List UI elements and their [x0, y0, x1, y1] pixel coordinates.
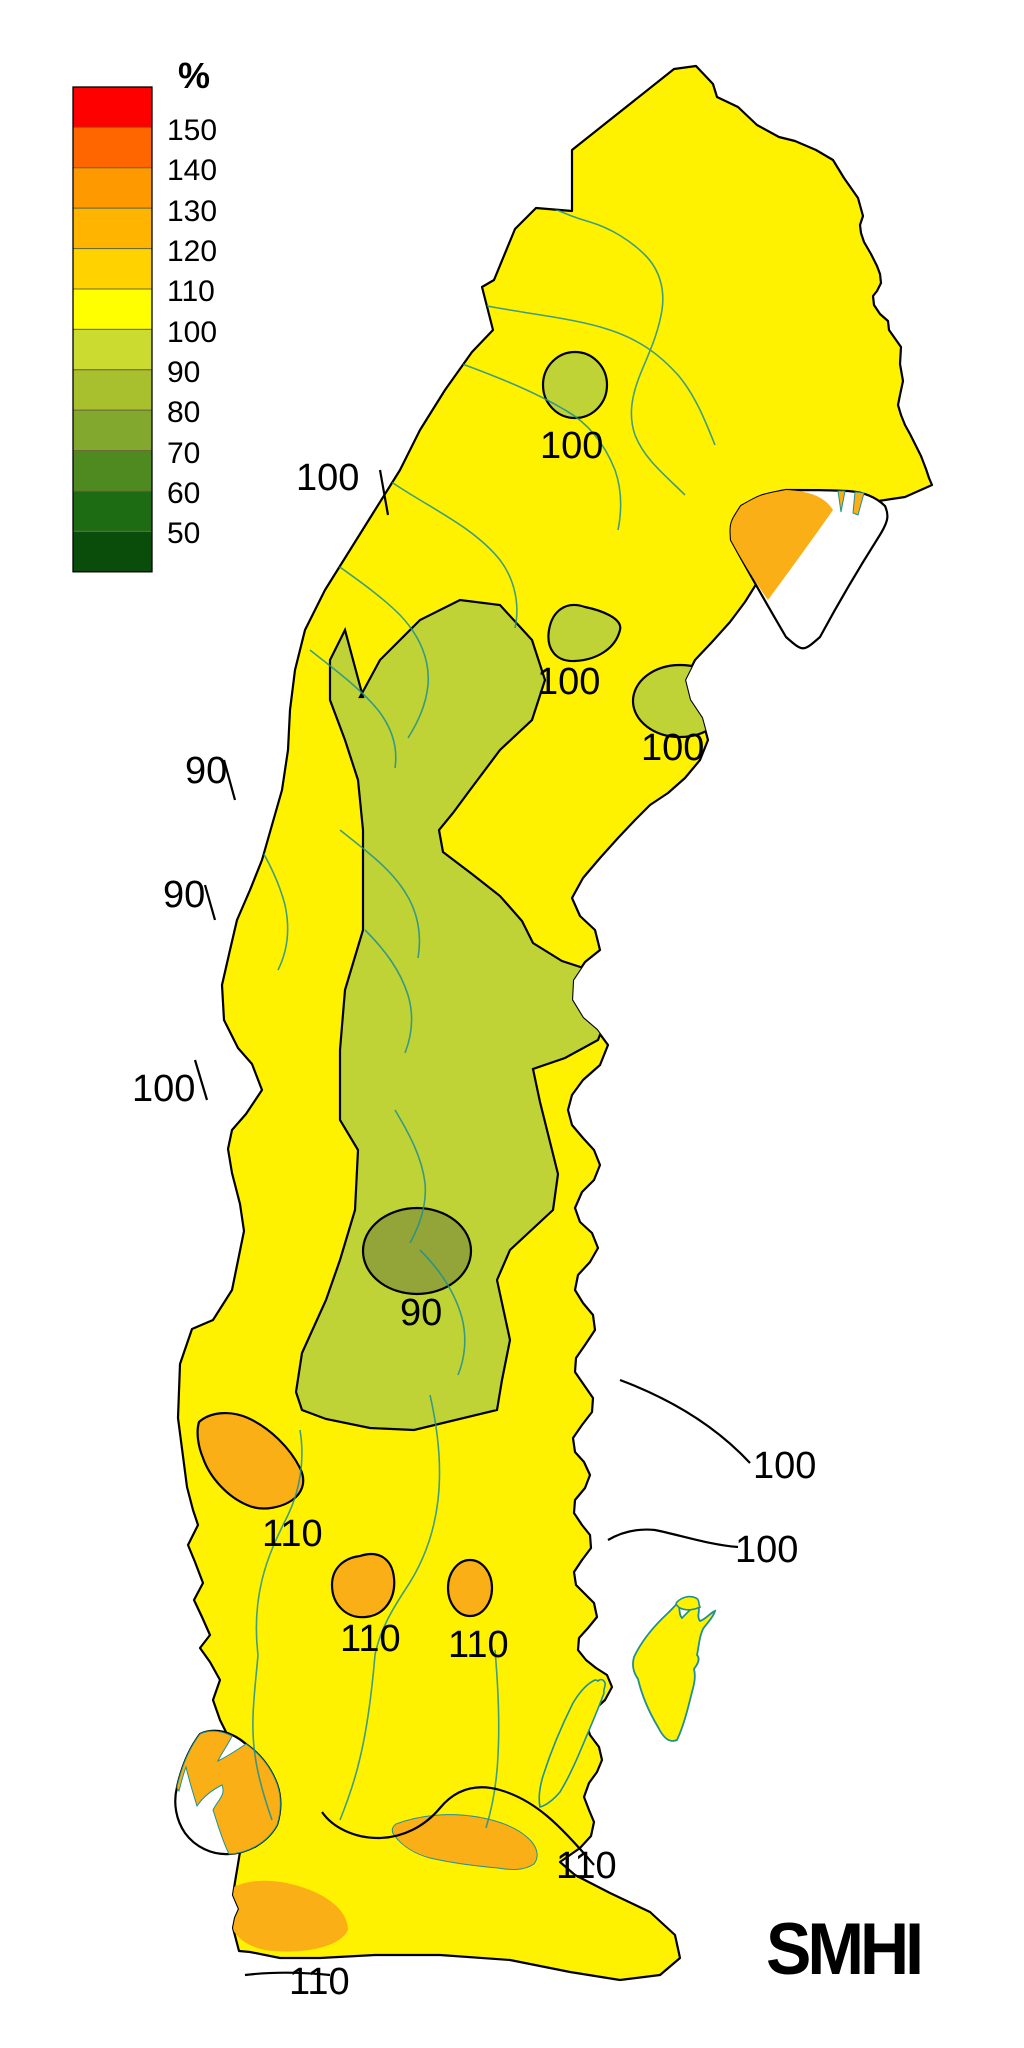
svg-text:100: 100: [167, 316, 217, 349]
svg-text:90: 90: [167, 356, 200, 389]
svg-text:50: 50: [167, 517, 200, 550]
svg-text:130: 130: [167, 195, 217, 228]
svg-text:90: 90: [163, 874, 205, 916]
svg-text:120: 120: [167, 235, 217, 268]
svg-text:100: 100: [296, 457, 359, 499]
svg-text:100: 100: [753, 1445, 816, 1487]
svg-text:140: 140: [167, 154, 217, 187]
svg-text:%: %: [178, 55, 210, 96]
svg-text:60: 60: [167, 477, 200, 510]
svg-text:90: 90: [185, 750, 227, 792]
svg-text:100: 100: [540, 425, 603, 467]
svg-text:110: 110: [289, 1961, 350, 2003]
svg-text:100: 100: [537, 661, 600, 703]
svg-text:80: 80: [167, 396, 200, 429]
svg-text:100: 100: [132, 1068, 195, 1110]
svg-text:110: 110: [167, 275, 215, 308]
svg-text:150: 150: [167, 114, 217, 147]
svg-text:110: 110: [448, 1624, 509, 1666]
svg-text:90: 90: [400, 1292, 442, 1334]
svg-text:110: 110: [262, 1513, 323, 1555]
svg-text:70: 70: [167, 437, 200, 470]
svg-text:110: 110: [556, 1845, 617, 1887]
svg-text:100: 100: [641, 727, 704, 769]
svg-text:SMHI: SMHI: [766, 1908, 920, 1990]
svg-text:100: 100: [735, 1529, 798, 1571]
svg-text:110: 110: [340, 1618, 401, 1660]
